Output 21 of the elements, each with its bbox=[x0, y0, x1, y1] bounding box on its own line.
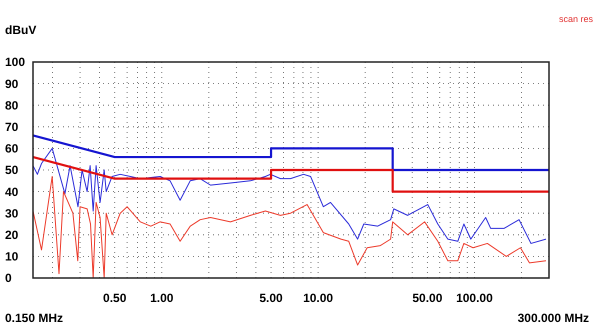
y-tick-label: 90 bbox=[5, 76, 19, 91]
text: scan res bbox=[558, 14, 594, 24]
y-tick-label: 60 bbox=[5, 142, 19, 156]
x-tick-label: 50.00 bbox=[412, 291, 443, 305]
text: 300.000 MHz bbox=[518, 311, 589, 325]
x-tick-label: 1.00 bbox=[150, 291, 174, 305]
x-tick-label: 5.00 bbox=[259, 291, 284, 305]
text: 0.150 MHz bbox=[5, 311, 64, 325]
y-tick-label: 0 bbox=[5, 271, 12, 286]
y-tick-label: 20 bbox=[5, 228, 19, 242]
x-tick-label: 10.00 bbox=[303, 291, 334, 305]
y-axis-title: dBuV bbox=[5, 23, 36, 37]
y-tick-label: 40 bbox=[5, 184, 19, 199]
y-tick-label: 30 bbox=[5, 206, 19, 220]
y-tick-label: 100 bbox=[5, 55, 26, 70]
y-tick-label: 70 bbox=[5, 120, 19, 134]
y-tick-label: 10 bbox=[5, 250, 19, 264]
x-tick-label: 0.50 bbox=[103, 291, 127, 305]
x-tick-label: 100.00 bbox=[456, 291, 494, 305]
y-tick-label: 50 bbox=[5, 163, 19, 178]
y-tick-label: 80 bbox=[5, 98, 19, 112]
